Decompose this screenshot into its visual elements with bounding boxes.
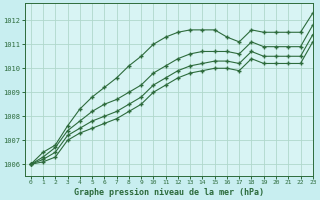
X-axis label: Graphe pression niveau de la mer (hPa): Graphe pression niveau de la mer (hPa) bbox=[74, 188, 264, 197]
